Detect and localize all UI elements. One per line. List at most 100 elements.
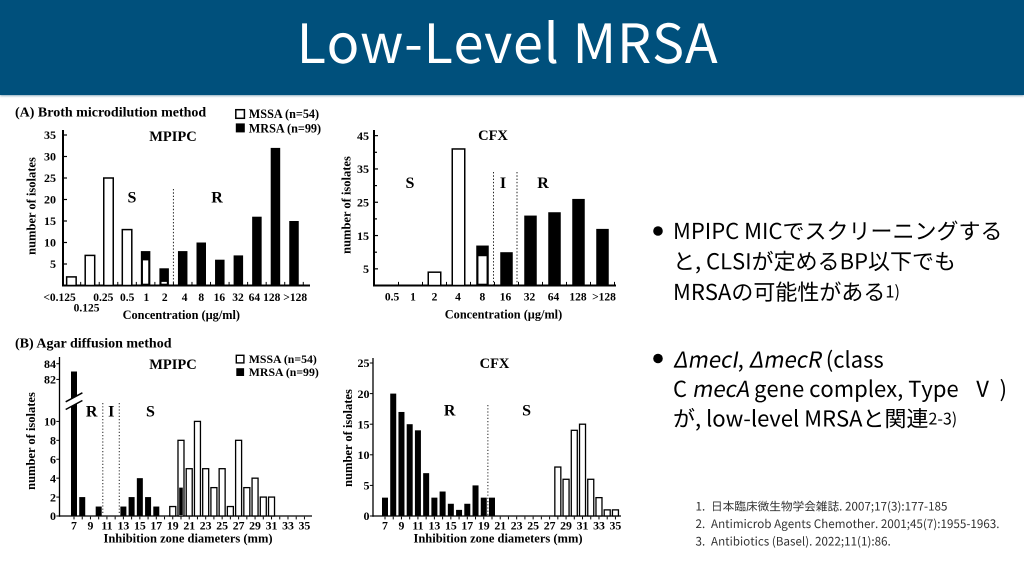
svg-text:21: 21: [494, 519, 506, 533]
svg-text:21: 21: [183, 519, 195, 533]
svg-text:25: 25: [216, 519, 228, 533]
svg-text:R: R: [86, 404, 98, 421]
svg-text:45: 45: [357, 129, 369, 143]
svg-text:(B) Agar diffusion method: (B) Agar diffusion method: [15, 337, 172, 352]
svg-text:CFX: CFX: [478, 128, 508, 144]
svg-text:19: 19: [167, 519, 179, 533]
svg-text:S: S: [146, 404, 155, 421]
svg-text:1: 1: [410, 292, 416, 304]
svg-text:29: 29: [560, 519, 572, 533]
svg-text:number of isolates: number of isolates: [25, 157, 39, 255]
svg-text:15: 15: [358, 417, 370, 431]
svg-text:S: S: [128, 189, 137, 206]
svg-text:17: 17: [150, 519, 162, 533]
svg-text:84: 84: [44, 357, 56, 371]
svg-text:32: 32: [232, 292, 244, 304]
svg-text:64: 64: [548, 292, 560, 304]
svg-text:number of isolates: number of isolates: [341, 389, 355, 487]
svg-text:4: 4: [182, 292, 188, 304]
svg-text:27: 27: [233, 519, 245, 533]
svg-text:9: 9: [88, 519, 94, 533]
svg-text:0.25: 0.25: [93, 292, 113, 304]
svg-text:>128: >128: [283, 292, 307, 304]
svg-text:31: 31: [266, 519, 278, 533]
svg-text:31: 31: [577, 519, 589, 533]
svg-text:S: S: [522, 403, 531, 420]
svg-text:32: 32: [524, 292, 536, 304]
svg-text:11: 11: [412, 519, 423, 533]
svg-text:(A) Broth microdilution method: (A) Broth microdilution method: [15, 106, 206, 121]
svg-text:number of isolates: number of isolates: [24, 392, 38, 490]
svg-text:15: 15: [445, 519, 457, 533]
svg-text:5: 5: [363, 262, 369, 276]
svg-text:25: 25: [358, 356, 370, 370]
svg-text:27: 27: [544, 519, 556, 533]
svg-text:<0.125: <0.125: [43, 292, 76, 304]
svg-text:8: 8: [198, 292, 204, 304]
svg-text:5: 5: [50, 257, 56, 271]
svg-text:16: 16: [500, 292, 512, 304]
svg-text:64: 64: [249, 292, 261, 304]
svg-text:8: 8: [50, 434, 56, 448]
svg-text:2: 2: [50, 490, 56, 504]
svg-text:Concentration (µg/ml): Concentration (µg/ml): [123, 308, 240, 322]
svg-text:R: R: [537, 175, 549, 192]
svg-text:number of isolates: number of isolates: [340, 156, 354, 254]
svg-text:MPIPC: MPIPC: [149, 129, 197, 145]
svg-text:6: 6: [50, 452, 56, 466]
svg-text:0.5: 0.5: [120, 292, 135, 304]
svg-text:15: 15: [134, 519, 146, 533]
svg-text:82: 82: [44, 373, 56, 387]
svg-text:19: 19: [478, 519, 490, 533]
svg-text:23: 23: [511, 519, 523, 533]
svg-text:MPIPC: MPIPC: [149, 357, 197, 373]
svg-text:11: 11: [101, 519, 112, 533]
svg-text:MRSA (n=99): MRSA (n=99): [249, 365, 319, 379]
svg-text:33: 33: [593, 519, 605, 533]
svg-text:>128: >128: [592, 292, 616, 304]
svg-text:10: 10: [44, 415, 56, 429]
svg-text:7: 7: [382, 519, 388, 533]
svg-text:7: 7: [71, 519, 77, 533]
svg-text:S: S: [406, 175, 415, 192]
svg-text:0: 0: [364, 509, 370, 523]
svg-text:2: 2: [432, 292, 438, 304]
svg-text:17: 17: [461, 519, 473, 533]
svg-text:25: 25: [357, 195, 369, 209]
svg-text:0: 0: [50, 509, 56, 523]
svg-text:33: 33: [282, 519, 294, 533]
svg-text:15: 15: [357, 229, 369, 243]
svg-text:30: 30: [44, 150, 56, 164]
svg-text:15: 15: [44, 214, 56, 228]
svg-text:4: 4: [455, 292, 461, 304]
svg-text:Inhibition zone diameters (mm): Inhibition zone diameters (mm): [413, 532, 582, 546]
svg-text:13: 13: [428, 519, 440, 533]
svg-text:MSSA (n=54): MSSA (n=54): [249, 352, 317, 366]
svg-text:35: 35: [610, 519, 622, 533]
svg-text:35: 35: [357, 162, 369, 176]
svg-text:20: 20: [358, 387, 370, 401]
svg-text:25: 25: [527, 519, 539, 533]
svg-text:9: 9: [399, 519, 405, 533]
svg-text:MSSA (n=54): MSSA (n=54): [249, 107, 319, 121]
svg-text:R: R: [211, 189, 223, 206]
svg-text:25: 25: [44, 171, 56, 185]
svg-text:5: 5: [364, 479, 370, 493]
svg-text:1: 1: [144, 292, 150, 304]
svg-text:R: R: [444, 403, 456, 420]
svg-text:0.5: 0.5: [385, 292, 400, 304]
svg-text:10: 10: [358, 448, 370, 462]
svg-text:128: 128: [263, 292, 281, 304]
svg-text:I: I: [108, 404, 114, 421]
svg-text:2: 2: [162, 292, 168, 304]
svg-text:MRSA (n=99): MRSA (n=99): [249, 122, 321, 136]
svg-text:10: 10: [44, 236, 56, 250]
svg-text:128: 128: [569, 292, 587, 304]
svg-text:8: 8: [480, 292, 486, 304]
svg-text:Concentration (µg/ml): Concentration (µg/ml): [445, 308, 562, 322]
svg-text:13: 13: [117, 519, 129, 533]
svg-text:4: 4: [50, 471, 56, 485]
svg-text:I: I: [500, 175, 506, 192]
svg-text:23: 23: [200, 519, 212, 533]
svg-text:35: 35: [44, 128, 56, 142]
